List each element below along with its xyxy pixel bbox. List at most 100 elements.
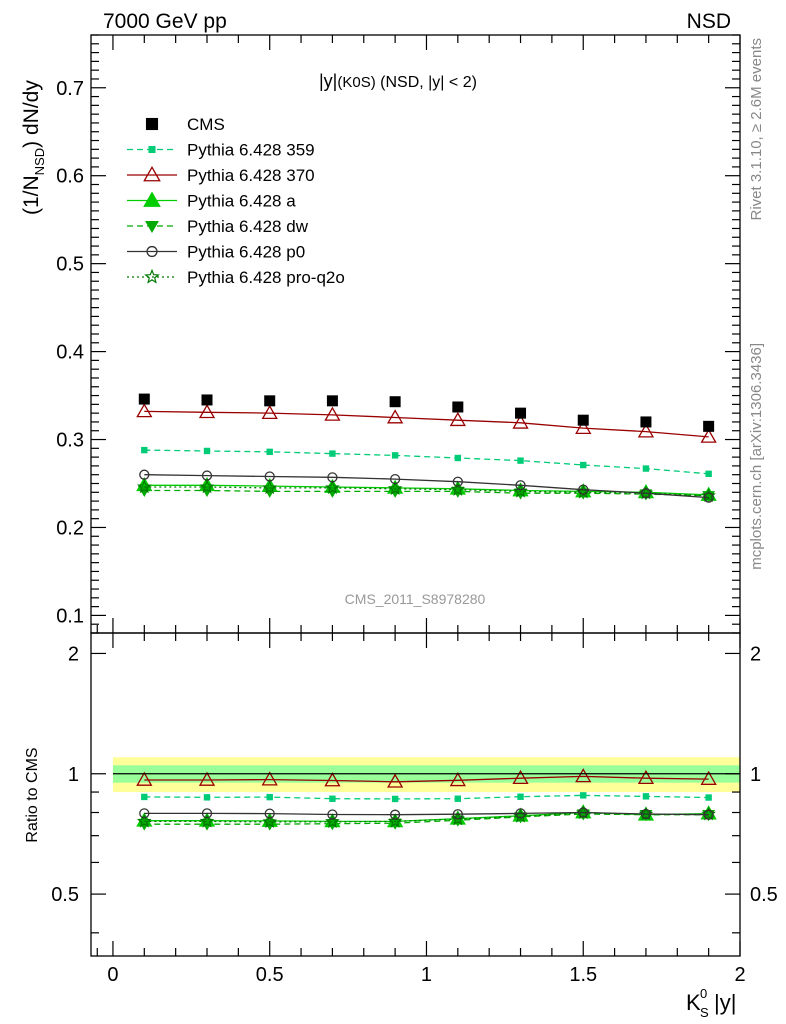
ratio-point-pythia-6-428-359 <box>454 795 462 802</box>
ratio-point-pythia-6-428-359 <box>141 793 148 801</box>
ratio-point-pythia-6-428-pro-q2o <box>262 814 277 829</box>
data-point-cms <box>640 416 652 428</box>
data-point-pythia-6-428-pro-q2o <box>387 481 403 495</box>
data-point-cms <box>264 395 276 407</box>
data-point-pythia-6-428-359 <box>266 448 273 456</box>
ratio-y-tick-label-right: 1 <box>750 764 761 786</box>
ratio-point-pythia-6-428-p0 <box>264 808 275 819</box>
data-point-pythia-6-428-p0 <box>452 476 463 487</box>
data-point-pythia-6-428-p0 <box>389 473 401 485</box>
ratio-point-pythia-6-428-359 <box>203 794 211 801</box>
ratio-point-pythia-6-428-359 <box>580 792 587 799</box>
data-point-pythia-6-428-370 <box>512 414 529 429</box>
x-tick-label: 0.5 <box>256 964 284 986</box>
axis-tick-labels: 0 0.5 1 1.5 2 0.1 0.2 0.3 0.4 0.5 0.6 0.7 0.5 0.5 1 1 2 2 <box>51 78 778 986</box>
ratio-point-pythia-6-428-pro-q2o <box>199 813 215 828</box>
data-point-cms <box>515 407 527 419</box>
y-tick-label: 0.1 <box>56 605 84 627</box>
svg-text:(1/NNSD) dN/dy: (1/NNSD) dN/dy <box>20 80 47 215</box>
data-point-pythia-6-428-p0 <box>703 492 714 503</box>
data-point-pythia-6-428-370 <box>700 428 717 443</box>
series-line-pythia-6-428-p0 <box>144 474 709 499</box>
data-point-pythia-6-428-359 <box>705 470 712 478</box>
ratio-point-pythia-6-428-359 <box>266 793 273 801</box>
ratio-point-pythia-6-428-370 <box>637 769 655 785</box>
ratio-point-pythia-6-428-359 <box>329 795 336 802</box>
analysis-watermark: CMS_2011_S8978280 <box>345 591 486 607</box>
y-tick-label: 0.3 <box>56 430 84 452</box>
rivet-version-label: Rivet 3.1.10, ≥ 2.6M events <box>748 38 765 221</box>
ratio-y-tick-label: 1 <box>68 764 79 786</box>
legend-entry-cms: CMS <box>145 115 225 134</box>
data-point-pythia-6-428-370 <box>387 409 404 424</box>
data-point-pythia-6-428-pro-q2o <box>262 480 277 495</box>
data-point-pythia-6-428-pro-q2o <box>199 479 215 494</box>
data-point-pythia-6-428-pro-q2o <box>137 479 152 494</box>
ratio-point-pythia-6-428-370 <box>261 771 278 786</box>
legend-label: Pythia 6.428 p0 <box>187 243 305 262</box>
ratio-point-pythia-6-428-p0 <box>139 808 150 819</box>
legend-marker <box>144 268 160 284</box>
legend-label: Pythia 6.428 a <box>187 192 296 211</box>
legend-entry-pythia-6-428-dw: Pythia 6.428 dw <box>127 217 309 236</box>
legend-marker <box>146 245 158 258</box>
legend-marker <box>148 145 156 154</box>
y-axis-title: (1/NNSD) dN/dy <box>20 80 47 215</box>
data-point-pythia-6-428-pro-q2o <box>513 483 528 498</box>
ratio-line-pythia-6-428-359 <box>144 794 709 800</box>
ratio-point-pythia-6-428-pro-q2o <box>137 813 152 828</box>
svg-text:0: 0 <box>700 986 707 1001</box>
header-process-label: NSD <box>687 10 731 33</box>
x-tick-label: 2 <box>734 964 745 986</box>
data-point-pythia-6-428-359 <box>203 447 211 455</box>
ratio-line-pythia-6-428-p0 <box>144 811 709 816</box>
ratio-point-pythia-6-428-359 <box>391 795 399 803</box>
legend: CMS Pythia 6.428 359 Pythia 6.428 370 Pythi… <box>127 115 345 287</box>
data-point-pythia-6-428-370 <box>198 403 216 419</box>
data-point-pythia-6-428-p0 <box>264 471 275 482</box>
ratio-line-pythia-6-428-370 <box>144 775 709 783</box>
axis-ticks <box>91 34 741 956</box>
data-point-cms <box>577 414 589 426</box>
ratio-point-pythia-6-428-370 <box>324 772 341 787</box>
legend-entry-pythia-6-428-p0: Pythia 6.428 p0 <box>127 243 305 262</box>
ratio-y-tick-label: 2 <box>68 643 79 665</box>
data-point-pythia-6-428-370 <box>449 411 466 427</box>
plot-title: |y|(K0S) (NSD, |y| < 2) <box>319 71 477 91</box>
x-tick-label: 1 <box>421 964 432 986</box>
ratio-point-pythia-6-428-p0 <box>389 809 401 820</box>
ratio-point-pythia-6-428-370 <box>575 768 592 783</box>
legend-label: Pythia 6.428 dw <box>187 217 309 236</box>
ratio-point-pythia-6-428-359 <box>705 794 712 801</box>
ratio-point-pythia-6-428-p0 <box>327 809 338 820</box>
data-point-pythia-6-428-370 <box>261 404 278 420</box>
y-tick-label: 0.5 <box>56 254 84 276</box>
series-line-pythia-6-428-dw <box>144 489 709 497</box>
data-point-cms <box>452 401 464 413</box>
data-point-pythia-6-428-370 <box>637 423 655 438</box>
ratio-point-pythia-6-428-370 <box>512 769 529 785</box>
main-panel-series <box>136 393 717 503</box>
data-point-cms <box>138 393 150 405</box>
ratio-point-pythia-6-428-pro-q2o <box>450 811 466 826</box>
data-point-pythia-6-428-p0 <box>515 480 526 491</box>
legend-entry-pythia-6-428-a: Pythia 6.428 a <box>127 191 296 211</box>
legend-marker <box>145 117 159 131</box>
legend-marker <box>143 165 161 182</box>
series-line-pythia-6-428-a <box>144 484 709 496</box>
series-line-pythia-6-428-pro-q2o <box>144 486 709 497</box>
data-point-pythia-6-428-370 <box>324 406 341 421</box>
data-point-pythia-6-428-pro-q2o <box>450 482 466 496</box>
data-point-cms <box>389 396 401 408</box>
svg-text:K: K <box>686 990 701 1015</box>
ratio-axis-title: Ratio to CMS <box>24 747 41 842</box>
data-point-pythia-6-428-359 <box>517 457 524 464</box>
series-line-pythia-6-428-359 <box>144 449 709 475</box>
data-point-pythia-6-428-370 <box>575 419 592 434</box>
data-point-pythia-6-428-p0 <box>327 472 338 483</box>
series-line-pythia-6-428-370 <box>144 410 709 438</box>
legend-label: CMS <box>187 115 225 134</box>
y-tick-label: 0.2 <box>56 517 84 539</box>
ratio-point-pythia-6-428-370 <box>700 770 717 785</box>
